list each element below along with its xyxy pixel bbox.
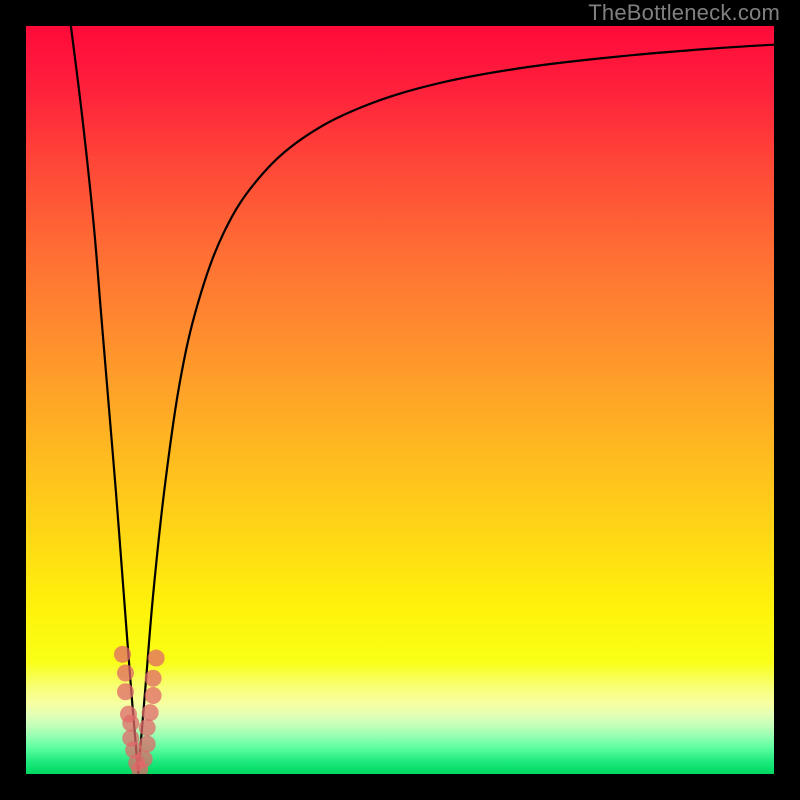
plot-area xyxy=(26,26,774,774)
data-marker xyxy=(139,736,156,753)
data-marker xyxy=(142,704,159,721)
data-marker xyxy=(122,715,139,732)
data-marker xyxy=(145,687,162,704)
watermark-text: TheBottleneck.com xyxy=(588,0,780,26)
data-marker xyxy=(145,670,162,687)
data-marker xyxy=(139,719,156,736)
data-marker xyxy=(136,751,153,768)
chart-stage: TheBottleneck.com xyxy=(0,0,800,800)
data-marker xyxy=(148,650,165,667)
curve-right-branch xyxy=(138,45,774,774)
data-marker xyxy=(117,665,134,682)
curve-left-branch xyxy=(71,26,138,774)
data-marker xyxy=(117,683,134,700)
plot-frame xyxy=(0,0,800,800)
data-marker xyxy=(114,646,131,663)
bottleneck-curve xyxy=(26,26,774,774)
